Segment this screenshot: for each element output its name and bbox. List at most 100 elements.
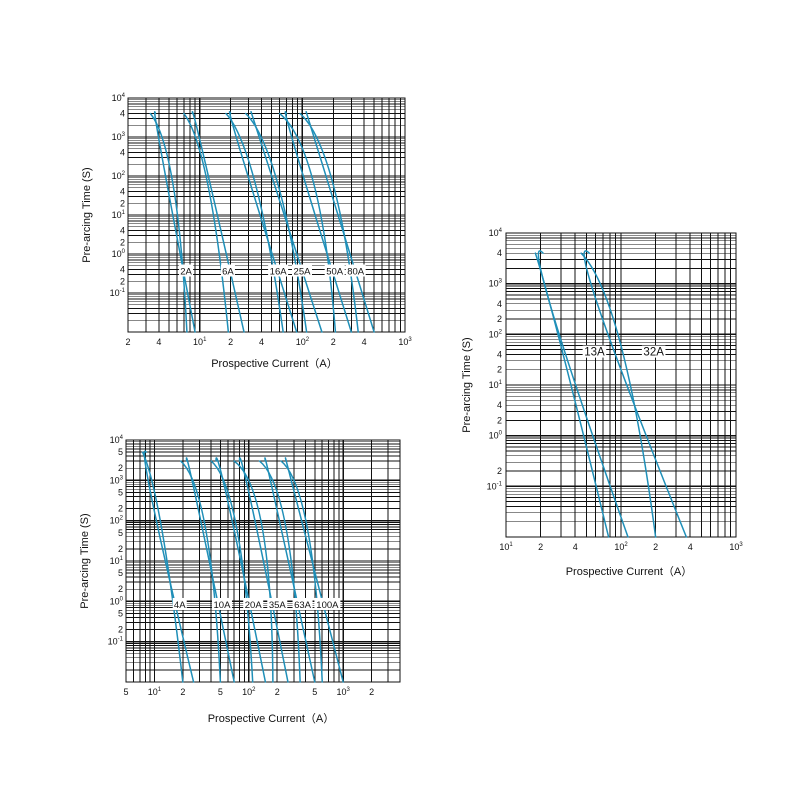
series-label-50A: 50A xyxy=(326,267,344,278)
y-tick-label: 103 xyxy=(112,132,126,142)
x-tick-label: 4 xyxy=(156,337,161,347)
plot-frame xyxy=(125,439,401,683)
y-tick-label: 102 xyxy=(489,329,503,339)
plot-frame xyxy=(505,232,737,538)
x-tick-label: 101 xyxy=(148,687,162,697)
y-tick-label: 5 xyxy=(118,608,123,618)
series-curve xyxy=(238,457,289,683)
series-label-35A: 35A xyxy=(269,600,287,611)
x-tick-label: 101 xyxy=(499,542,513,552)
series-curve xyxy=(583,250,688,538)
series-label-4A: 4A xyxy=(174,600,186,611)
x-tick-label: 4 xyxy=(573,542,578,552)
chart-bottom-left: 5 101 2 5 102 2 5 103 2 10-1 2 5 100 2 5 101 2 5 102 2 5 103 2… xyxy=(79,435,401,725)
y-tick-label: 104 xyxy=(489,228,503,238)
series-label-20A: 20A xyxy=(245,600,263,611)
series-label-background xyxy=(220,264,235,277)
series-label-background xyxy=(641,345,666,358)
y-tick-label: 104 xyxy=(110,435,124,445)
series-curve-32A xyxy=(580,252,657,538)
y-tick-label: 4 xyxy=(497,400,502,410)
chart-top-left: 2 4 101 2 4 102 2 4 10310-1241002410124102410341… xyxy=(81,93,412,370)
series-label-25A: 25A xyxy=(294,267,312,278)
x-axis-title: Prospective Current（A） xyxy=(211,357,338,370)
series-label-background xyxy=(314,597,341,610)
y-tick-label: 5 xyxy=(118,528,123,538)
x-tick-label: 102 xyxy=(242,687,256,697)
series-label-background xyxy=(291,264,312,277)
x-tick-label: 5 xyxy=(312,687,317,697)
x-tick-label: 2 xyxy=(180,687,185,697)
series-label-background xyxy=(172,597,187,610)
series-curve-100A xyxy=(280,460,323,683)
y-tick-label: 101 xyxy=(489,380,503,390)
x-tick-label: 5 xyxy=(218,687,223,697)
x-tick-label: 2 xyxy=(228,337,233,347)
x-tick-label: 103 xyxy=(398,337,412,347)
x-tick-label: 4 xyxy=(688,542,693,552)
x-tick-label: 103 xyxy=(336,687,350,697)
series-curve xyxy=(143,450,195,683)
y-tick-label: 101 xyxy=(110,556,124,566)
series-curve xyxy=(284,457,344,683)
series-curve xyxy=(185,457,235,683)
y-axis-title: Pre-arcing Time (S) xyxy=(81,167,93,262)
series-label-13A: 13A xyxy=(584,347,605,359)
y-tick-label: 2 xyxy=(118,584,123,594)
series-label-32A: 32A xyxy=(643,347,664,359)
series-label-10A: 10A xyxy=(214,600,232,611)
x-tick-label: 2 xyxy=(125,337,130,347)
series-label-63A: 63A xyxy=(294,600,312,611)
series-label-100A: 100A xyxy=(316,600,339,611)
y-tick-label: 4 xyxy=(120,148,125,158)
x-tick-label: 2 xyxy=(331,337,336,347)
y-axis-title: Pre-arcing Time (S) xyxy=(461,337,473,432)
series-label-80A: 80A xyxy=(347,267,365,278)
y-tick-label: 100 xyxy=(489,431,503,441)
series-curve-10A xyxy=(179,460,222,683)
x-tick-label: 4 xyxy=(259,337,264,347)
x-tick-label: 5 xyxy=(123,687,128,697)
x-tick-label: 102 xyxy=(614,542,628,552)
y-tick-label: 102 xyxy=(110,516,124,526)
series-curve-20A xyxy=(210,460,254,683)
y-tick-label: 2 xyxy=(118,504,123,514)
y-tick-label: 4 xyxy=(120,226,125,236)
x-tick-label: 103 xyxy=(729,542,743,552)
series-label-background xyxy=(324,264,345,277)
y-tick-label: 2 xyxy=(120,198,125,208)
y-tick-label: 104 xyxy=(112,93,126,103)
x-tick-label: 2 xyxy=(538,542,543,552)
y-tick-label: 101 xyxy=(112,210,126,220)
y-tick-label: 103 xyxy=(110,475,124,485)
series-label-2A: 2A xyxy=(180,267,192,278)
series-label-background xyxy=(268,264,289,277)
series-curve-50A xyxy=(278,112,337,333)
y-tick-label: 4 xyxy=(497,248,502,258)
chart-right: 101 2 4 102 2 4 103 10-1 2 100 2 4 101 2 4 102 2 4 103 4 104… xyxy=(461,228,743,578)
series-curve-4A xyxy=(141,451,184,683)
series-label-6A: 6A xyxy=(222,267,234,278)
y-tick-label: 10-1 xyxy=(110,288,126,298)
y-tick-label: 2 xyxy=(497,365,502,375)
y-tick-label: 4 xyxy=(497,349,502,359)
x-tick-label: 101 xyxy=(193,337,207,347)
y-tick-label: 4 xyxy=(120,265,125,275)
y-tick-label: 100 xyxy=(110,596,124,606)
series-label-background xyxy=(211,597,232,610)
y-tick-label: 103 xyxy=(489,279,503,289)
y-tick-label: 100 xyxy=(112,249,126,259)
series-label-background xyxy=(267,597,288,610)
y-tick-label: 102 xyxy=(112,171,126,181)
x-tick-label: 102 xyxy=(296,337,310,347)
x-axis-title: Prospective Current（A） xyxy=(208,712,335,725)
y-tick-label: 10-1 xyxy=(487,481,503,491)
y-tick-label: 4 xyxy=(120,109,125,119)
y-tick-label: 2 xyxy=(120,237,125,247)
series-curve-25A xyxy=(244,112,308,333)
x-tick-label: 4 xyxy=(362,337,367,347)
y-tick-label: 5 xyxy=(118,487,123,497)
series-label-background xyxy=(345,264,366,277)
y-axis-title: Pre-arcing Time (S) xyxy=(79,513,91,608)
